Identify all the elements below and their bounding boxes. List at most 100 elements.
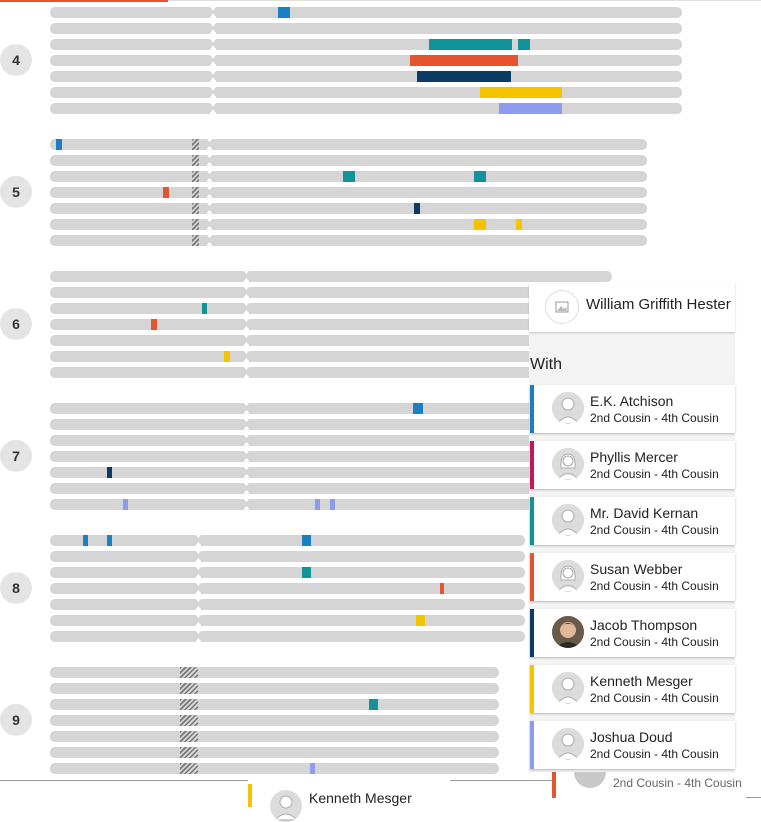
- dna-segment[interactable]: [278, 7, 290, 18]
- chromosome-bar-right[interactable]: [201, 535, 525, 546]
- dna-segment[interactable]: [516, 219, 522, 230]
- chromosome-bar-left[interactable]: [50, 615, 196, 626]
- dna-segment[interactable]: [123, 499, 128, 510]
- chromosome-bar-right[interactable]: [212, 139, 647, 150]
- chromosome-bar-right[interactable]: [212, 235, 647, 246]
- dna-segment[interactable]: [414, 203, 420, 214]
- dna-segment[interactable]: [202, 303, 207, 314]
- chromosome-bar-left[interactable]: [50, 551, 196, 562]
- overlapping-match-card[interactable]: Kenneth Mesger: [248, 784, 452, 822]
- chromosome-bar-left[interactable]: [50, 155, 207, 166]
- chromosome-bar-right[interactable]: [249, 287, 612, 298]
- chromosome-bar-right[interactable]: [249, 319, 612, 330]
- chromosome-bar-left[interactable]: [50, 171, 207, 182]
- dna-segment[interactable]: [369, 699, 378, 710]
- chromosome-bar-left[interactable]: [50, 419, 244, 430]
- chromosome-bar-left[interactable]: [50, 483, 244, 494]
- chromosome-bar-left[interactable]: [50, 599, 196, 610]
- dna-segment[interactable]: [416, 615, 425, 626]
- chromosome-bar-left[interactable]: [50, 219, 207, 230]
- chromosome-bar-right[interactable]: [249, 271, 612, 282]
- dna-segment[interactable]: [474, 219, 486, 230]
- chromosome-bar-right[interactable]: [249, 419, 612, 430]
- chromosome-bar-right[interactable]: [249, 303, 612, 314]
- dna-segment[interactable]: [429, 39, 512, 50]
- chromosome-bar-right[interactable]: [192, 747, 499, 758]
- dna-segment[interactable]: [499, 103, 562, 114]
- dna-segment[interactable]: [474, 171, 486, 182]
- chromosome-bar-right[interactable]: [216, 7, 682, 18]
- chromosome-bar-left[interactable]: [50, 287, 244, 298]
- chromosome-bar-right[interactable]: [249, 403, 612, 414]
- chromosome-bar-left[interactable]: [50, 715, 180, 726]
- chromosome-bar-right[interactable]: [201, 567, 525, 578]
- dna-segment[interactable]: [107, 467, 112, 478]
- chromosome-bar-right[interactable]: [192, 667, 499, 678]
- dna-segment[interactable]: [410, 55, 518, 66]
- chromosome-bar-right[interactable]: [212, 187, 647, 198]
- chromosome-bar-left[interactable]: [50, 567, 196, 578]
- chromosome-bar-left[interactable]: [50, 39, 210, 50]
- dna-segment[interactable]: [480, 87, 562, 98]
- chromosome-bar-left[interactable]: [50, 187, 207, 198]
- dna-segment[interactable]: [330, 499, 335, 510]
- chromosome-bar-right[interactable]: [212, 203, 647, 214]
- match-card[interactable]: Mr. David Kernan 2nd Cousin - 4th Cousin: [530, 497, 735, 545]
- chromosome-bar-right[interactable]: [212, 171, 647, 182]
- chromosome-bar-left[interactable]: [50, 763, 180, 774]
- match-card[interactable]: Jacob Thompson 2nd Cousin - 4th Cousin: [530, 609, 735, 657]
- chromosome-bar-left[interactable]: [50, 667, 180, 678]
- chromosome-bar-left[interactable]: [50, 535, 196, 546]
- dna-segment[interactable]: [440, 583, 444, 594]
- chromosome-bar-right[interactable]: [212, 219, 647, 230]
- chromosome-bar-right[interactable]: [249, 467, 612, 478]
- chromosome-bar-right[interactable]: [249, 451, 612, 462]
- match-card[interactable]: E.K. Atchison 2nd Cousin - 4th Cousin: [530, 385, 735, 433]
- dna-segment[interactable]: [417, 71, 511, 82]
- dna-segment[interactable]: [343, 171, 355, 182]
- dna-segment[interactable]: [315, 499, 320, 510]
- chromosome-bar-left[interactable]: [50, 335, 244, 346]
- chromosome-bar-left[interactable]: [50, 747, 180, 758]
- chromosome-bar-left[interactable]: [50, 103, 210, 114]
- match-card[interactable]: Phyllis Mercer 2nd Cousin - 4th Cousin: [530, 441, 735, 489]
- chromosome-bar-left[interactable]: [50, 699, 180, 710]
- dna-segment[interactable]: [224, 351, 230, 362]
- chromosome-bar-right[interactable]: [216, 87, 682, 98]
- chromosome-bar-right[interactable]: [192, 715, 499, 726]
- chromosome-bar-left[interactable]: [50, 235, 207, 246]
- dna-segment[interactable]: [151, 319, 157, 330]
- chromosome-bar-left[interactable]: [50, 583, 196, 594]
- chromosome-bar-right[interactable]: [249, 499, 612, 510]
- chromosome-bar-right[interactable]: [192, 763, 499, 774]
- chromosome-bar-right[interactable]: [201, 583, 525, 594]
- dna-segment[interactable]: [518, 39, 530, 50]
- chromosome-bar-right[interactable]: [212, 155, 647, 166]
- dna-segment[interactable]: [83, 535, 88, 546]
- match-card[interactable]: Joshua Doud 2nd Cousin - 4th Cousin: [530, 721, 735, 769]
- chromosome-bar-left[interactable]: [50, 451, 244, 462]
- chromosome-bar-left[interactable]: [50, 271, 244, 282]
- chromosome-bar-left[interactable]: [50, 631, 196, 642]
- chromosome-bar-right[interactable]: [201, 631, 525, 642]
- dna-segment[interactable]: [107, 535, 112, 546]
- chromosome-bar-right[interactable]: [249, 335, 612, 346]
- dna-segment[interactable]: [163, 187, 169, 198]
- chromosome-bar-left[interactable]: [50, 403, 244, 414]
- chromosome-bar-right[interactable]: [192, 699, 499, 710]
- chromosome-bar-right[interactable]: [249, 351, 612, 362]
- chromosome-bar-left[interactable]: [50, 55, 210, 66]
- chromosome-bar-left[interactable]: [50, 467, 244, 478]
- chromosome-bar-left[interactable]: [50, 683, 180, 694]
- chromosome-bar-right[interactable]: [192, 683, 499, 694]
- chromosome-bar-left[interactable]: [50, 71, 210, 82]
- chromosome-bar-right[interactable]: [201, 599, 525, 610]
- chromosome-bar-left[interactable]: [50, 731, 180, 742]
- chromosome-bar-right[interactable]: [249, 435, 612, 446]
- chromosome-bar-left[interactable]: [50, 139, 207, 150]
- dna-segment[interactable]: [310, 763, 315, 774]
- match-card[interactable]: Kenneth Mesger 2nd Cousin - 4th Cousin: [530, 665, 735, 713]
- chromosome-bar-right[interactable]: [201, 615, 525, 626]
- chromosome-bar-right[interactable]: [216, 103, 682, 114]
- chromosome-bar-right[interactable]: [201, 551, 525, 562]
